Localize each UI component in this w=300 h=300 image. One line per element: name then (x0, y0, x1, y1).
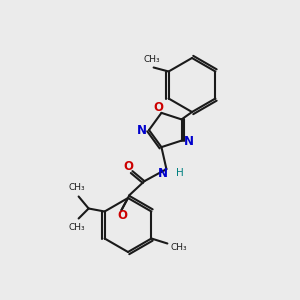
Text: O: O (153, 101, 164, 114)
Text: N: N (184, 135, 194, 148)
Text: O: O (117, 208, 128, 222)
Text: H: H (176, 168, 184, 178)
Text: CH₃: CH₃ (68, 223, 85, 232)
Text: CH₃: CH₃ (170, 243, 187, 252)
Text: N: N (137, 124, 147, 137)
Text: CH₃: CH₃ (68, 184, 85, 193)
Text: O: O (123, 160, 134, 172)
Text: N: N (158, 167, 167, 180)
Text: CH₃: CH₃ (143, 56, 160, 64)
